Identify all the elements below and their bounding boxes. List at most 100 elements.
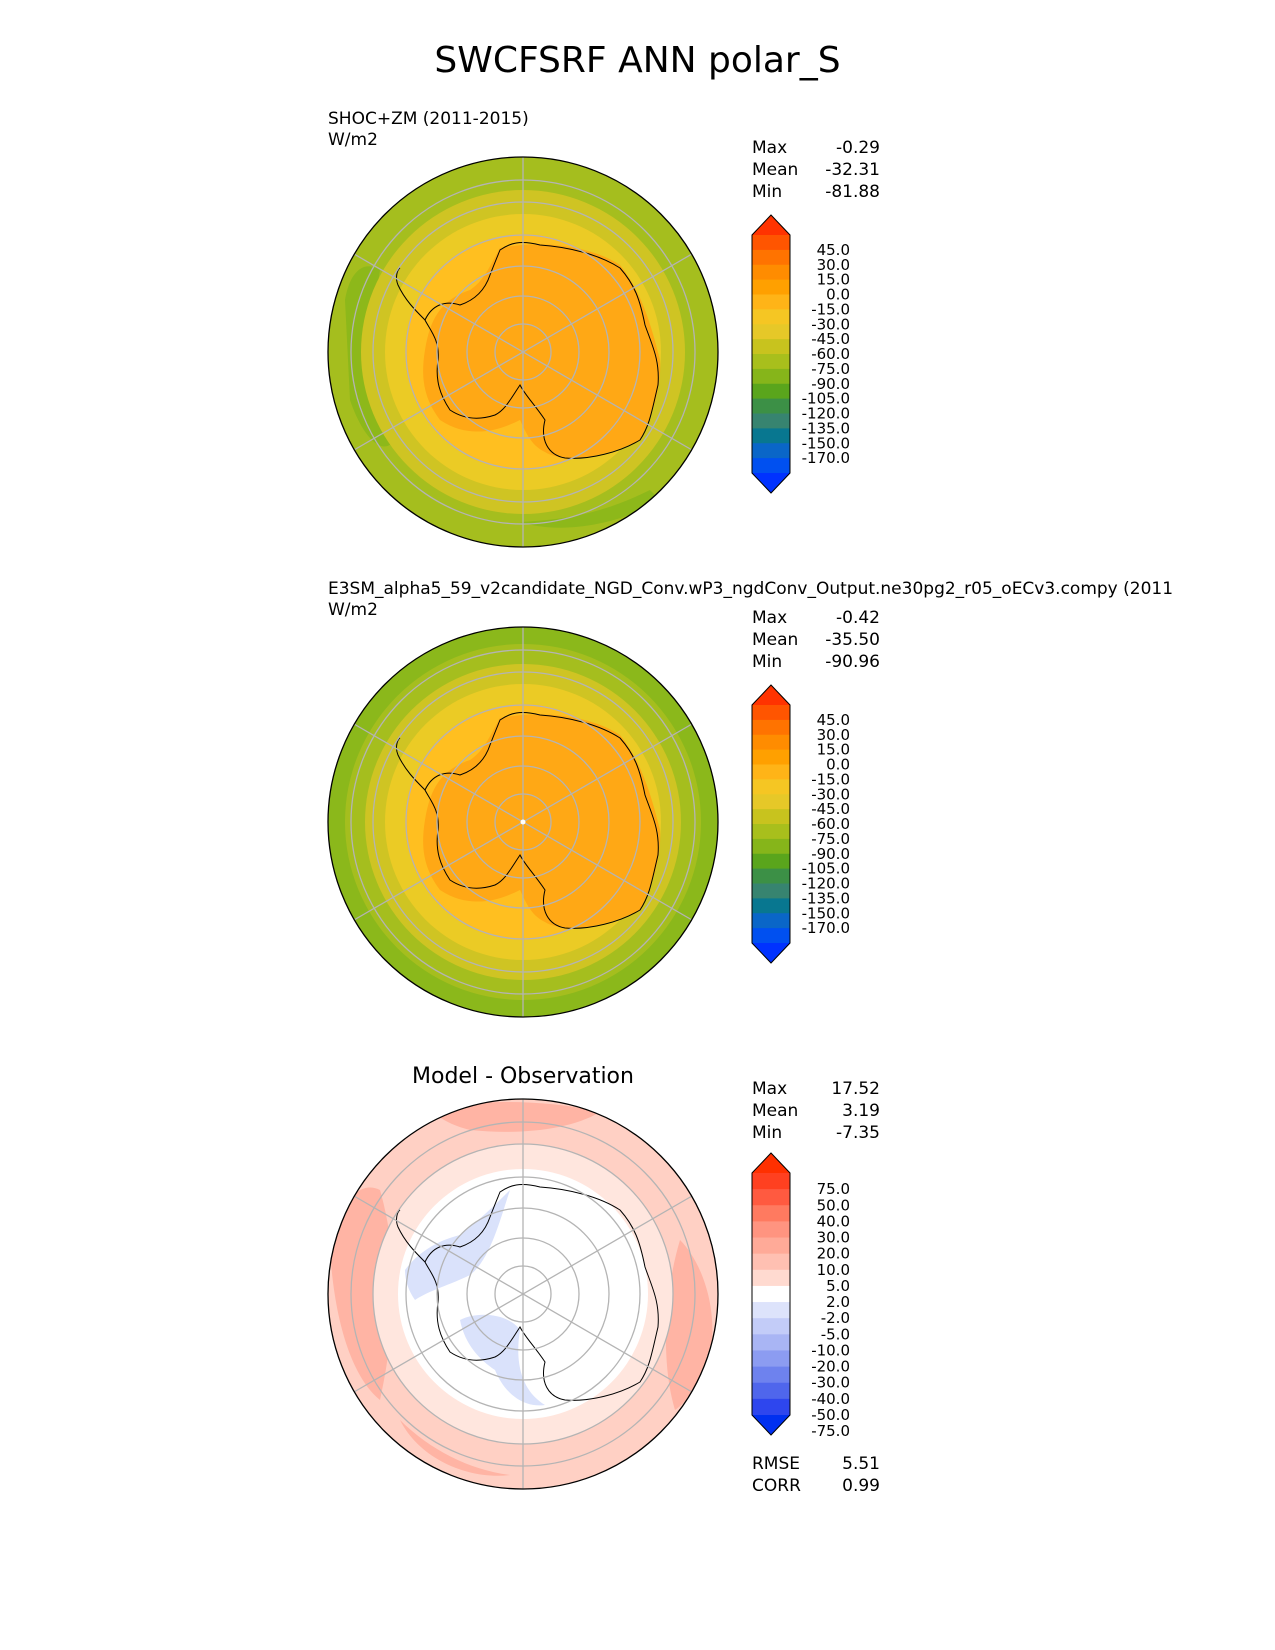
colorbar-tick-label: -10.0: [811, 1341, 850, 1359]
colorbar-tick-label: 2.0: [826, 1293, 850, 1311]
stat-min: Min -81.88: [752, 181, 880, 203]
colorbar-segment: [752, 443, 790, 459]
stat-min: Min -7.35: [752, 1122, 880, 1144]
panel-1-title: SHOC+ZM (2011-2015): [328, 109, 529, 129]
stat-label: Min: [752, 1123, 783, 1143]
colorbar-tick-label: -15.0: [811, 300, 850, 318]
stat-value: -0.42: [836, 608, 880, 628]
panel-2-pole-marker: [520, 819, 526, 825]
colorbar-extend-max: [752, 1153, 790, 1173]
colorbar-tick-label: -75.0: [811, 360, 850, 378]
panel-2-map: [327, 626, 719, 1018]
stat-label: Max: [752, 608, 788, 628]
panel-2-coastline: [424, 712, 659, 929]
colorbar-tick-label: -150.0: [802, 434, 850, 452]
colorbar-segment: [752, 294, 790, 310]
panel-1-map-border: [327, 156, 719, 548]
panel-3-map: [327, 1098, 719, 1490]
colorbar-tick-label: -15.0: [811, 770, 850, 788]
stat-value: -35.50: [825, 630, 880, 650]
panel-2-antarctica-fill: [423, 714, 661, 928]
colorbar-segment: [752, 309, 790, 325]
colorbar-tick-label: -105.0: [802, 390, 850, 408]
colorbar-segment: [752, 249, 790, 266]
stat-label: Mean: [752, 160, 799, 180]
panel-3-map-border: [327, 1098, 719, 1490]
colorbar-tick-label: 0.0: [826, 286, 850, 304]
stat-label: RMSE: [752, 1454, 801, 1474]
colorbar-segment: [752, 339, 790, 355]
colorbar-segment: [752, 794, 790, 810]
colorbar-segment: [752, 1302, 790, 1319]
colorbar-tick-label: -75.0: [811, 830, 850, 848]
colorbar-tick-label: -5.0: [821, 1325, 850, 1343]
colorbar-outline: [751, 684, 791, 964]
colorbar-tick-label: 30.0: [817, 726, 850, 744]
colorbar-extend-max: [752, 215, 790, 235]
colorbar-tick-label: -170.0: [802, 449, 850, 467]
colorbar-segment: [752, 368, 790, 385]
colorbar-tick-label: -135.0: [802, 419, 850, 437]
panel-1-units: W/m2: [328, 130, 378, 150]
colorbar-segment: [752, 749, 790, 765]
panel-3-red-patch-west: [330, 1187, 394, 1400]
panel-2-colorbar: 45.030.015.00.0-15.0-30.0-45.0-60.0-75.0…: [751, 684, 850, 964]
colorbar-segment: [752, 853, 790, 870]
colorbar-tick-label: -90.0: [811, 375, 850, 393]
stat-max: Max -0.29: [752, 137, 880, 159]
stat-corr: CORR 0.99: [752, 1475, 880, 1497]
panel-2-graticule: [350, 627, 696, 1017]
colorbar-segment: [752, 734, 790, 751]
colorbar-segment: [752, 264, 790, 281]
panel-3-peninsula: [396, 1209, 426, 1263]
panel-3-title: Model - Observation: [412, 1064, 634, 1089]
colorbar-tick-label: -170.0: [802, 919, 850, 937]
stat-label: Max: [752, 1079, 788, 1099]
colorbar-tick-label: -40.0: [811, 1390, 850, 1408]
panel-3-red-patch-north: [430, 1102, 600, 1132]
panel-3-red-patch-east: [665, 1240, 713, 1410]
colorbar-segment: [752, 868, 790, 884]
colorbar-tick-label: 40.0: [817, 1212, 850, 1230]
stat-value: 5.51: [842, 1454, 880, 1474]
colorbar-segment: [752, 1398, 790, 1416]
stat-value: 17.52: [831, 1079, 880, 1099]
stat-value: -0.29: [836, 138, 880, 158]
panel-3-coastline: [424, 1184, 659, 1401]
colorbar-tick-label: -20.0: [811, 1358, 850, 1376]
stat-label: Min: [752, 652, 783, 672]
panel-3-extra-stats: RMSE 5.51 CORR 0.99: [752, 1453, 880, 1497]
stat-label: Mean: [752, 630, 799, 650]
colorbar-tick-label: 20.0: [817, 1245, 850, 1263]
colorbar-segment: [752, 838, 790, 855]
colorbar-tick-label: 0.0: [826, 756, 850, 774]
colorbar-segment: [752, 1318, 790, 1335]
colorbar-extend-min: [752, 943, 790, 963]
colorbar-segment: [752, 898, 790, 914]
panel-1-coastline: [424, 242, 659, 459]
panel-3-blue-patch-2: [460, 1314, 545, 1406]
panel-2-units: W/m2: [328, 600, 378, 620]
colorbar-tick-label: 45.0: [817, 711, 850, 729]
colorbar-tick-label: -75.0: [811, 1422, 850, 1440]
colorbar-extend-min: [752, 473, 790, 493]
panel-3-colorbar: 75.050.040.030.020.010.05.02.0-2.0-5.0-1…: [751, 1152, 850, 1440]
colorbar-tick-label: -150.0: [802, 904, 850, 922]
colorbar-segment: [752, 235, 790, 251]
stat-label: Mean: [752, 1101, 799, 1121]
stat-value: 0.99: [842, 1476, 880, 1496]
colorbar-tick-label: 45.0: [817, 241, 850, 259]
colorbar-tick-label: -60.0: [811, 345, 850, 363]
stat-label: Max: [752, 138, 788, 158]
panel-1-graticule: [350, 157, 696, 547]
colorbar-segment: [752, 354, 790, 370]
panel-1-map: [327, 156, 719, 548]
stat-mean: Mean -32.31: [752, 159, 880, 181]
colorbar-segment: [752, 1366, 790, 1384]
colorbar-segment: [752, 1189, 790, 1206]
panel-3-graticule: [350, 1099, 696, 1489]
colorbar-segment: [752, 1237, 790, 1255]
stat-max: Max -0.42: [752, 607, 880, 629]
colorbar-tick-label: 30.0: [817, 1229, 850, 1247]
colorbar-segment: [752, 324, 790, 340]
